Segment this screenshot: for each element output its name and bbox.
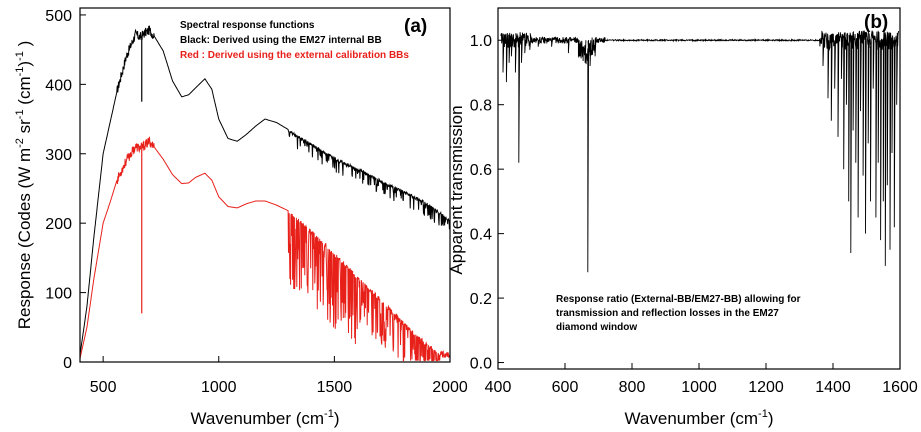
panel-a: 500 1000 1500 2000 0 100 200 300 400 500 Wavenumbe…	[14, 7, 468, 428]
y-tick-label: 0.0	[470, 356, 492, 373]
y-tick-label: 400	[45, 77, 72, 94]
x-tick-label: 600	[552, 379, 579, 396]
annotation-line-0: Response ratio (External-BB/EM27-BB) all…	[556, 294, 801, 305]
x-tick-label: 1200	[748, 379, 784, 396]
panel-label-a: (a)	[404, 16, 427, 37]
panel-label-b: (b)	[864, 12, 888, 33]
annotation-line-1: transmission and reflection losses in th…	[556, 308, 779, 319]
y-tick-label: 1.0	[470, 33, 492, 50]
y-axis-label: Response (Codes (W m-2 sr-1 (cm-1)-1 )	[14, 41, 34, 330]
annotation-line-2: diamond window	[556, 322, 637, 333]
x-axis-label: Wavenumber (cm-1)	[191, 408, 340, 428]
y-tick-label: 300	[45, 147, 72, 164]
y-tick-label: 0.6	[470, 162, 492, 179]
y-tick-label: 0.2	[470, 291, 492, 308]
y-tick-label: 500	[45, 8, 72, 25]
x-axis-label: Wavenumber (cm-1)	[625, 408, 774, 428]
transmission-line	[500, 30, 900, 273]
x-tick-label: 1500	[317, 379, 353, 396]
x-tick-label: 500	[90, 379, 117, 396]
legend-line-0: Spectral response functions	[180, 20, 315, 31]
plot-frame-a	[79, 7, 451, 363]
x-tick-label: 1400	[815, 379, 851, 396]
x-tick-label: 1000	[681, 379, 717, 396]
x-tick-label: 400	[485, 379, 512, 396]
y-tick-label: 200	[45, 216, 72, 233]
x-tick-label: 1600	[882, 379, 918, 396]
y-tick-label: 0	[63, 355, 72, 372]
series-line-1	[79, 136, 451, 362]
legend-line-2: Red : Derived using the external calibra…	[180, 50, 409, 61]
y-tick-label: 0.8	[470, 98, 492, 115]
y-axis-label: Apparent transmission	[447, 105, 466, 274]
legend-line-1: Black: Derived using the EM27 internal B…	[180, 35, 382, 46]
x-tick-label: 1000	[201, 379, 237, 396]
x-tick-label: 800	[619, 379, 646, 396]
x-tick-label: 2000	[432, 379, 468, 396]
y-tick-label: 100	[45, 286, 72, 303]
y-tick-label: 0.4	[470, 227, 492, 244]
series-line-0	[79, 25, 451, 356]
panel-b: 400 600 800 1000 1200 1400 1600 0.0 0.2 0.4 0.6 0.8…	[447, 7, 918, 428]
